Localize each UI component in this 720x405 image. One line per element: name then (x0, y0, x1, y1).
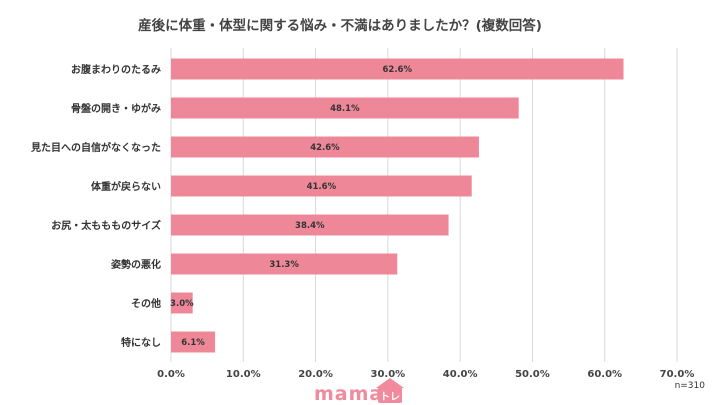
data-label: 62.6% (383, 65, 413, 75)
data-label: 3.0% (170, 299, 194, 309)
x-tick-labels: 0.0% 10.0% 20.0% 30.0% 40.0% 50.0% 60.0% 70.0% (157, 369, 694, 380)
category-label: お尻・太ももものサイズ (51, 219, 161, 232)
x-tick-label: 10.0% (226, 369, 261, 380)
data-label: 42.6% (310, 143, 340, 153)
logo-tile-text: トレ (380, 391, 400, 403)
data-labels: 62.6% 48.1% 42.6% 41.6% 38.4% 31.3% 3.0% 6.1% (170, 65, 412, 348)
bar (171, 253, 398, 275)
category-label: 体重が戻らない (91, 180, 161, 193)
x-tick-label: 50.0% (515, 369, 550, 380)
category-label: 骨盤の開き・ゆがみ (71, 102, 161, 115)
category-label: お腹まわりのたるみ (71, 63, 161, 76)
category-label: 姿勢の悪化 (111, 258, 161, 271)
x-tick-label: 20.0% (298, 369, 333, 380)
bar (171, 97, 519, 119)
mama-tore-logo: mama トレ (314, 378, 404, 405)
bar (171, 292, 193, 314)
x-tick-label: 60.0% (587, 369, 622, 380)
data-label: 41.6% (307, 182, 337, 192)
bar (171, 331, 216, 353)
category-label: 特になし (121, 336, 161, 349)
bar (171, 175, 472, 197)
category-labels: お腹まわりのたるみ骨盤の開き・ゆがみ見た目への自信がなくなった体重が戻らないお尻… (30, 63, 161, 349)
bar (171, 136, 479, 158)
logo-text: mama (314, 383, 383, 405)
sample-size-note: n=310 (675, 381, 706, 391)
category-label: 見た目への自信がなくなった (30, 141, 161, 154)
category-label: その他 (131, 297, 161, 310)
data-label: 31.3% (269, 260, 299, 270)
grid-lines (170, 48, 678, 362)
bars (171, 58, 624, 353)
bar (171, 58, 624, 80)
x-tick-label: 70.0% (660, 369, 695, 380)
x-tick-label: 40.0% (443, 369, 478, 380)
data-label: 38.4% (295, 221, 325, 231)
chart-title: 産後に体重・体型に関する悩み・不満はありましたか？(複数回答) (138, 17, 542, 34)
x-tick-label: 30.0% (371, 369, 406, 380)
bar (171, 214, 449, 236)
data-label: 6.1% (181, 338, 205, 348)
x-tick-label: 0.0% (157, 369, 185, 380)
data-label: 48.1% (330, 104, 360, 114)
house-icon (376, 378, 404, 403)
